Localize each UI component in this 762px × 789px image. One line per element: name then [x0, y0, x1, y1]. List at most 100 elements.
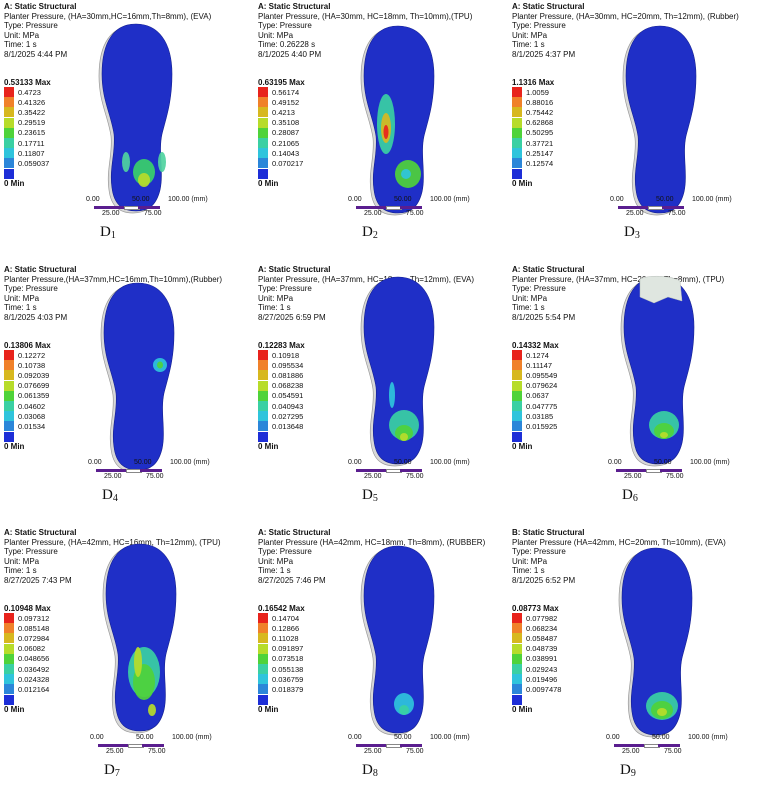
scale-segment	[98, 744, 128, 747]
legend-swatch	[258, 138, 268, 149]
scale-tick-label: 100.00 (mm)	[430, 196, 470, 203]
legend-swatch	[4, 168, 14, 179]
legend-swatch	[512, 421, 522, 432]
scale-segment	[356, 206, 386, 209]
legend-swatch	[512, 97, 522, 108]
legend-row: 0.085148	[4, 623, 51, 634]
legend-value: 0.040943	[272, 401, 304, 411]
legend-swatch	[258, 643, 268, 654]
legend-value: 0.06082	[18, 644, 46, 654]
legend-row: 0.040943	[258, 401, 305, 412]
legend-swatch	[4, 158, 14, 169]
legend-swatch	[4, 390, 14, 401]
pressure-hotspot	[122, 152, 130, 172]
scale-segment	[614, 744, 644, 747]
legend-max: 0.13806 Max	[4, 341, 51, 350]
header-line: Time: 0.26228 s	[258, 40, 316, 50]
panel-label-index: 5	[372, 493, 378, 504]
header-line: 8/1/2025 4:44 PM	[4, 49, 68, 59]
scale-tick-label: 75.00	[406, 210, 424, 217]
legend-swatch	[258, 97, 268, 108]
legend-value: 0.079624	[526, 381, 558, 391]
legend-min: 0 Min	[512, 178, 533, 188]
header-line: 8/27/2025 6:59 PM	[258, 312, 326, 322]
analysis-title: B: Static Structural	[512, 528, 585, 537]
legend-swatch	[258, 360, 268, 371]
header-line: Planter Pressure (HA=42mm, HC=20mm, Th=1…	[512, 537, 726, 547]
legend-row	[258, 694, 305, 705]
scale-tick-label: 50.00	[134, 459, 152, 466]
scale-tick-label: 50.00	[654, 459, 672, 466]
analysis-title: A: Static Structural	[4, 528, 77, 537]
legend-value: 0.11807	[18, 148, 45, 158]
result-header: A: Static Structural Planter Pressure (HA…	[258, 528, 485, 586]
result-header: B: Static Structural Planter Pressure (HA…	[512, 528, 726, 586]
scale-bar: 0.00 50.00 100.00 (mm) 25.00 75.00	[86, 196, 208, 224]
analysis-title: A: Static Structural	[258, 528, 331, 537]
scale-tick-label: 50.00	[656, 196, 674, 203]
legend-swatch	[258, 148, 268, 159]
header-line: 8/1/2025 4:40 PM	[258, 49, 322, 59]
legend-swatch	[512, 694, 522, 705]
insole-pressure-plot	[102, 543, 177, 734]
legend-row: 0.0637	[512, 390, 559, 401]
legend-max: 0.53133 Max	[4, 78, 51, 87]
legend-value: 0.62868	[526, 118, 554, 128]
result-panel-d3: A: Static Structural Planter Pressure, (H…	[508, 0, 762, 263]
insole-base	[621, 547, 693, 736]
scale-tick-label: 25.00	[364, 473, 382, 480]
scale-bar: 0.00 50.00 100.00 (mm) 25.00 75.00	[348, 196, 470, 224]
legend-value: 0.10738	[18, 360, 46, 370]
panel-label: D7	[104, 762, 120, 779]
header-line: Unit: MPa	[258, 293, 294, 303]
scale-tick-label: 0.00	[348, 734, 362, 741]
legend-row: 0.03185	[512, 411, 559, 422]
panel-label: D1	[100, 224, 116, 241]
legend-row: 0.88016	[512, 97, 554, 108]
scale-tick-label: 100.00 (mm)	[430, 459, 470, 466]
legend-value: 0.054591	[272, 391, 304, 401]
header-line: 8/1/2025 6:52 PM	[512, 575, 576, 585]
scale-tick-label: 50.00	[136, 734, 154, 741]
legend-swatch	[4, 87, 14, 98]
result-header: A: Static Structural Planter Pressure, (H…	[4, 528, 221, 586]
legend-value: 0.49152	[272, 97, 300, 107]
pressure-legend: 0.63195 Max 0.56174 0.49152 0.4213 0.35108 0.…	[258, 78, 305, 188]
legend-swatch	[4, 664, 14, 675]
pressure-legend: 0.14332 Max 0.1274 0.11147 0.095549 0.079624…	[512, 341, 559, 451]
legend-swatch	[512, 674, 522, 685]
legend-value: 0.027295	[272, 411, 304, 421]
legend-value: 0.23615	[18, 128, 46, 138]
legend-max: 0.16542 Max	[258, 604, 305, 613]
scale-tick-label: 75.00	[668, 210, 686, 217]
pressure-hotspot	[134, 647, 142, 677]
legend-row: 0.095534	[258, 360, 305, 371]
legend-value: 0.14704	[272, 613, 300, 623]
legend-swatch	[4, 674, 14, 685]
legend-row: 0.62868	[512, 117, 554, 128]
legend-value: 0.21065	[272, 138, 300, 148]
legend-value: 0.25147	[526, 148, 554, 158]
legend-value: 0.036492	[18, 664, 50, 674]
header-line: Planter Pressure,(HA=37mm,HC=16mm,Th=10m…	[4, 274, 223, 284]
insole-pressure-plot	[620, 276, 695, 467]
legend-value: 0.036759	[272, 674, 304, 684]
legend-row: 0.048656	[4, 653, 51, 664]
analysis-title: A: Static Structural	[258, 2, 331, 11]
panel-label-letter: D	[100, 224, 111, 240]
legend-row	[4, 431, 51, 442]
scale-bar: 0.00 50.00 100.00 (mm) 25.00 75.00	[606, 734, 728, 762]
legend-value: 0.01534	[18, 421, 46, 431]
scale-tick-label: 25.00	[626, 210, 644, 217]
legend-row: 0.058487	[512, 633, 561, 644]
legend-min: 0 Min	[4, 704, 25, 714]
pressure-hotspot	[158, 152, 166, 172]
legend-row: 0.04602	[4, 401, 51, 412]
scale-tick-label: 0.00	[348, 459, 362, 466]
legend-swatch	[512, 360, 522, 371]
panel-label: D8	[362, 762, 378, 779]
header-line: Time: 1 s	[4, 303, 37, 313]
legend-swatch	[258, 87, 268, 98]
result-panel-d7: A: Static Structural Planter Pressure, (H…	[0, 526, 254, 789]
legend-value: 0.068238	[272, 381, 304, 391]
